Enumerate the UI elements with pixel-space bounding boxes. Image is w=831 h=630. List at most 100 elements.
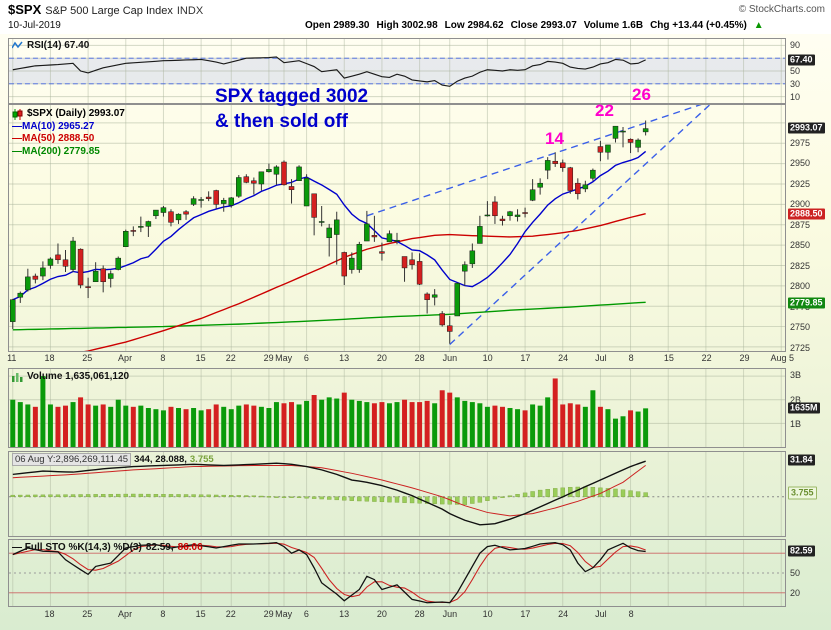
last-value-box: 82.59	[788, 545, 815, 557]
annotation-text: SPX tagged 3002	[215, 86, 369, 107]
indicator-hist-value: 3.755	[189, 454, 214, 465]
x-axis-label: 22	[225, 609, 236, 619]
volume-value: 1.6B	[621, 20, 644, 31]
y-axis-label: 2900	[790, 199, 811, 210]
x-axis-label: 25	[82, 353, 93, 363]
x-axis-label: 8	[628, 609, 634, 619]
high-label: High	[376, 20, 399, 31]
x-axis-label: 10	[482, 353, 493, 363]
y-axis-label: 20	[790, 588, 801, 599]
x-axis-label: 29	[263, 609, 274, 619]
change-label: Chg	[650, 20, 670, 31]
annotation-text: 26	[632, 85, 651, 104]
x-axis-label: 24	[558, 353, 569, 363]
low-label: Low	[444, 20, 465, 31]
low-value: 2984.62	[467, 20, 504, 31]
close-value: 2993.07	[540, 20, 577, 31]
chart-header: $SPX S&P 500 Large Cap Index INDX © StockC…	[0, 0, 831, 34]
index-name: S&P 500 Large Cap Index	[45, 5, 173, 17]
sto-d-value: 86.06	[177, 542, 203, 553]
x-axis-label: May	[275, 609, 293, 619]
exchange: INDX	[176, 5, 204, 17]
indicator-legend: 06 Aug Y:2,896,269,111.45 344, 28.088, 3.7…	[12, 453, 214, 466]
x-axis-label: May	[275, 353, 293, 363]
stockcharts-credit: © StockCharts.com	[738, 4, 825, 15]
x-axis-label: 20	[376, 353, 387, 363]
x-axis-label: 6	[303, 353, 309, 363]
x-axis-label: 22	[225, 353, 236, 363]
last-value-box: 2993.07	[788, 122, 825, 134]
last-value-box: 31.84	[788, 454, 815, 466]
x-axis-label: Aug 5	[770, 353, 794, 363]
annotation-text: & then sold off	[215, 111, 348, 132]
x-axis-label: 24	[558, 609, 569, 619]
x-axis-label: 8	[160, 353, 166, 363]
crosshair-readout: 06 Aug Y:2,896,269,111.45	[12, 453, 132, 466]
y-axis-label: 2875	[790, 219, 811, 230]
annotation-text: 14	[545, 129, 564, 148]
annotation-text: 22	[595, 101, 614, 120]
ma50-legend: —MA(50) 2888.50	[12, 133, 95, 144]
y-axis-label: 2975	[790, 137, 811, 148]
y-axis-label: 2B	[790, 394, 802, 405]
chart-date: 10-Jul-2019	[8, 20, 61, 31]
x-axis-label: Jul	[595, 353, 607, 363]
x-axis-label: 15	[663, 353, 674, 363]
close-label: Close	[510, 20, 538, 31]
price-panel	[8, 104, 786, 352]
y-axis-label: 2925	[790, 178, 811, 189]
x-axis-label: 17	[520, 609, 531, 619]
x-axis-label: 15	[195, 353, 206, 363]
y-axis-label: 2850	[790, 240, 811, 251]
x-axis-label: 8	[628, 353, 634, 363]
x-axis-label: 6	[303, 609, 309, 619]
y-axis-label: 2725	[790, 342, 811, 353]
indicator-panel	[8, 451, 786, 537]
title-line: $SPX S&P 500 Large Cap Index INDX	[8, 2, 203, 17]
x-axis-label: 25	[82, 609, 93, 619]
x-axis-label: 8	[160, 609, 166, 619]
volume-panel	[8, 368, 786, 448]
x-axis-label: 11	[7, 353, 17, 363]
x-axis-label: 17	[520, 353, 531, 363]
x-axis-label: Apr	[118, 609, 133, 619]
y-axis-label: 2750	[790, 322, 811, 333]
x-axis-label: 13	[339, 609, 350, 619]
y-axis-label: 2800	[790, 281, 811, 292]
ohlc-quote: Open 2989.30 High 3002.98 Low 2984.62 Close…	[305, 20, 764, 31]
price-legend-title: $SPX (Daily) 2993.07	[27, 108, 125, 119]
rsi-indicator-icon	[12, 41, 23, 49]
rsi-panel	[8, 38, 786, 104]
high-value: 3002.98	[401, 20, 438, 31]
y-axis-label: 3B	[790, 370, 802, 381]
symbol: $SPX	[8, 2, 42, 17]
y-axis-label: 2950	[790, 158, 811, 169]
stochastic-panel	[8, 539, 786, 607]
x-axis-label: 22	[701, 353, 712, 363]
x-axis-label: 20	[376, 609, 387, 619]
x-axis-label: 29	[739, 353, 750, 363]
candlestick-icon	[12, 108, 23, 120]
x-axis-label: 28	[414, 609, 425, 619]
x-axis-label: 15	[195, 609, 206, 619]
sto-k-value: 82.59,	[145, 542, 174, 553]
volume-legend: Volume 1,635,061,120	[12, 371, 129, 382]
volume-bars-icon	[12, 373, 23, 382]
chart-background	[0, 34, 831, 630]
up-arrow-icon: ▲	[753, 20, 764, 31]
y-axis-label: 1B	[790, 418, 802, 429]
x-axis-label: Jun	[442, 353, 458, 363]
x-axis-label: Jun	[442, 609, 458, 619]
ma200-legend: —MA(200) 2779.85	[12, 145, 100, 157]
change-value: +13.44 (+0.45%)	[672, 20, 747, 31]
indicator-values: 344, 28.088,	[134, 454, 187, 465]
y-axis-label: 30	[790, 79, 801, 90]
x-axis-label: 28	[414, 353, 425, 363]
price-legend: $SPX (Daily) 2993.07 —MA(10) 2965.27 —MA…	[12, 108, 125, 158]
stochastic-legend: — Full STO %K(14,3) %D(3) 82.59, 86.06	[12, 542, 203, 553]
open-value: 2989.30	[333, 20, 370, 31]
x-axis-label: 13	[339, 353, 350, 363]
volume-label: Volume	[583, 20, 620, 31]
last-value-box: 2779.85	[788, 297, 825, 309]
